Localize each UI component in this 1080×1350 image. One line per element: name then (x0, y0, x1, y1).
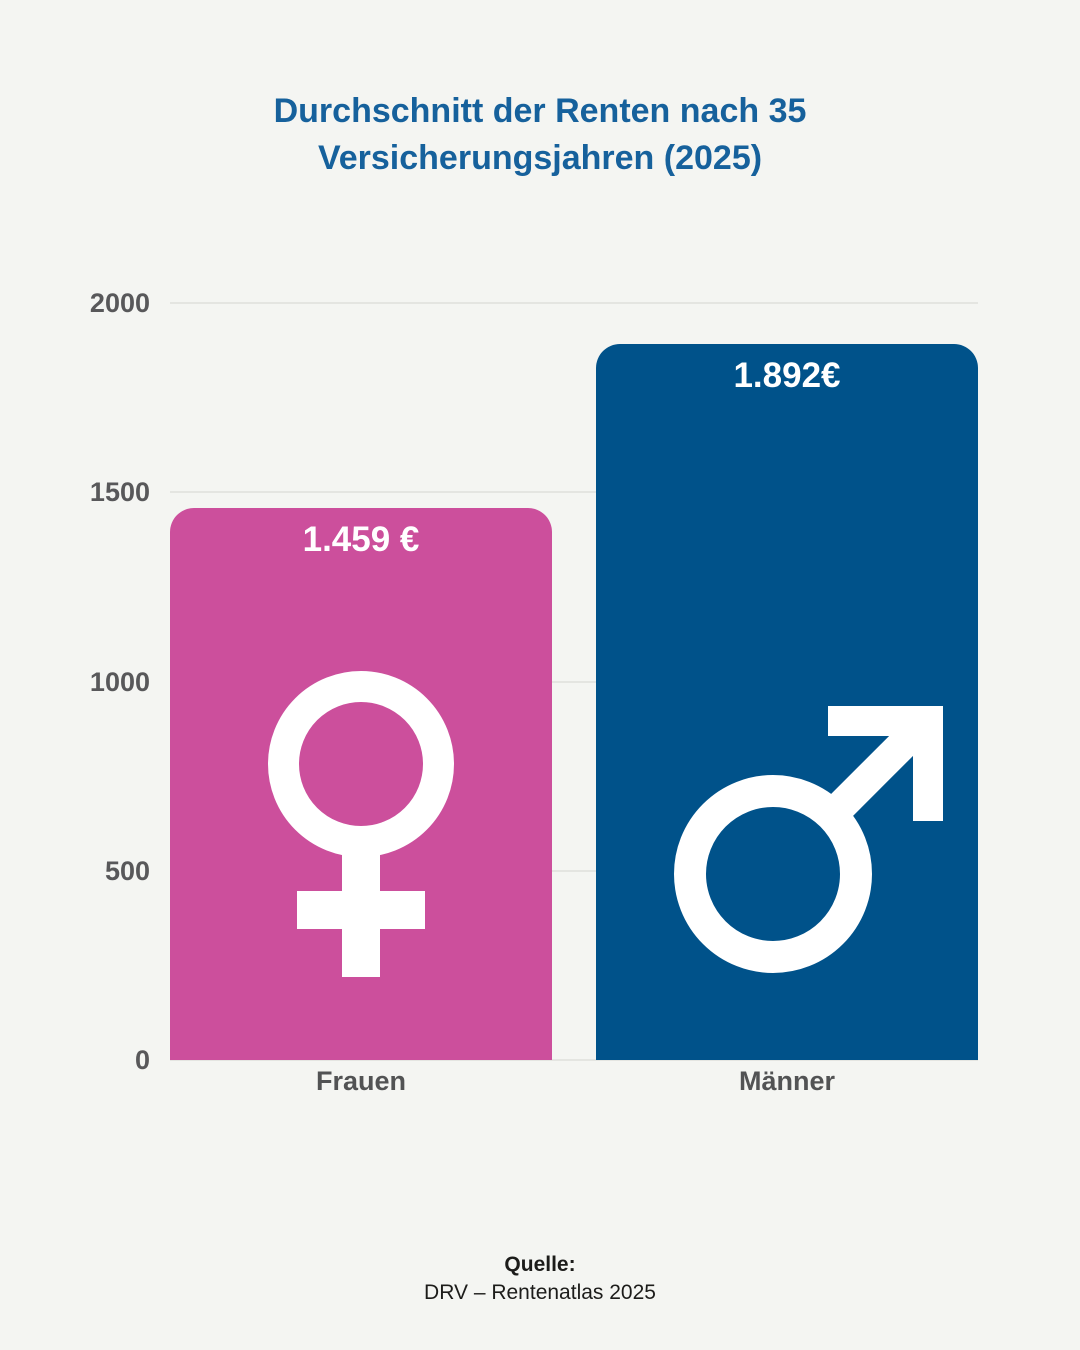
source-label: Quelle: (504, 1253, 576, 1276)
male-symbol-icon (674, 705, 943, 973)
gridline-1500 (170, 491, 978, 494)
gridline-1000 (170, 680, 978, 683)
category-label-frauen: Frauen (315, 1066, 407, 1096)
bar-value-frauen: 1.459 € (302, 519, 420, 559)
source-note: Quelle: DRV – Rentenatlas 2025 (0, 1251, 1080, 1307)
y-tick-label-2000: 2000 (89, 288, 150, 318)
chart-title-line2: Versicherungsjahren (2025) (317, 139, 763, 177)
y-tick-label-1000: 1000 (89, 666, 150, 697)
bar-maenner: 1.892€ (596, 343, 978, 1060)
bar-value-maenner: 1.892€ (733, 355, 841, 395)
bar-frauen: 1.459 € (170, 507, 552, 1060)
female-symbol-icon (268, 670, 454, 977)
chart-title-line1: Durchschnitt der Renten nach 35 (273, 92, 807, 130)
y-tick-label-0: 0 (134, 1045, 150, 1075)
gridline-0 (170, 1059, 978, 1061)
category-label-maenner: Männer (738, 1066, 836, 1096)
y-tick-label-500: 500 (104, 855, 150, 886)
chart-title: Durchschnitt der Renten nach 35 Versiche… (0, 88, 1080, 182)
gridline-500 (170, 869, 978, 872)
y-tick-label-1500: 1500 (89, 477, 150, 508)
gridline-2000 (170, 302, 978, 304)
source-text: DRV – Rentenatlas 2025 (424, 1281, 656, 1304)
